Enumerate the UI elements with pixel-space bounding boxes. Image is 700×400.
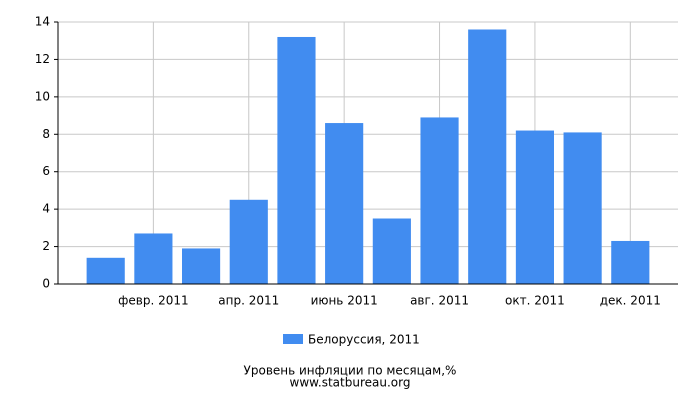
bar xyxy=(420,117,459,284)
x-tick-label: апр. 2011 xyxy=(218,294,279,308)
legend-swatch xyxy=(283,334,303,344)
y-tick-label: 8 xyxy=(42,127,50,141)
bar xyxy=(611,240,650,284)
bar xyxy=(182,248,221,284)
chart-title: Уровень инфляции по месяцам,% xyxy=(244,364,457,378)
bar xyxy=(277,36,316,284)
bar xyxy=(86,257,125,284)
bar xyxy=(229,199,268,284)
x-tick-label: июнь 2011 xyxy=(311,294,378,308)
bar xyxy=(515,130,554,284)
bar xyxy=(372,218,411,284)
source: www.statbureau.org xyxy=(290,376,411,390)
x-tick-label: авг. 2011 xyxy=(410,294,469,308)
legend-label: Белоруссия, 2011 xyxy=(308,333,420,347)
y-tick-label: 12 xyxy=(35,52,50,66)
bar xyxy=(325,123,364,284)
bar xyxy=(468,29,507,284)
x-tick-label: дек. 2011 xyxy=(600,294,661,308)
y-tick-label: 10 xyxy=(35,89,50,103)
y-tick-label: 6 xyxy=(42,164,50,178)
bar xyxy=(563,132,602,284)
y-tick-label: 2 xyxy=(42,239,50,253)
x-tick-label: окт. 2011 xyxy=(505,294,565,308)
y-tick-label: 14 xyxy=(35,15,50,29)
y-tick-label: 4 xyxy=(42,202,50,216)
y-tick-label: 0 xyxy=(42,277,50,291)
bar xyxy=(134,233,173,284)
x-tick-label: февр. 2011 xyxy=(118,294,189,308)
